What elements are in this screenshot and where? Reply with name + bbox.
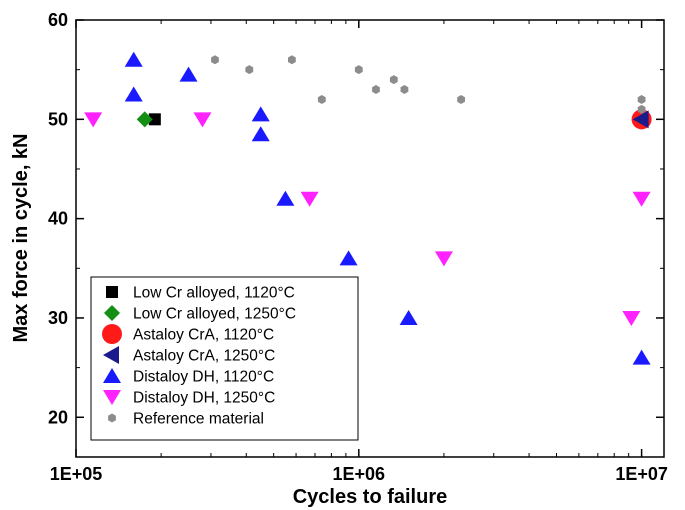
data-point: [457, 94, 465, 104]
data-point: [84, 112, 103, 128]
data-point: [193, 112, 212, 128]
y-tick-label: 50: [48, 109, 68, 129]
data-point: [288, 55, 296, 65]
data-point: [124, 51, 143, 67]
legend-label: Reference material: [133, 411, 264, 428]
legend-marker: [104, 305, 120, 321]
y-tick-label: 20: [48, 407, 68, 427]
x-tick-label: 1E+05: [50, 464, 103, 484]
data-point: [124, 86, 143, 102]
data-point: [245, 65, 254, 75]
data-point: [300, 191, 319, 207]
data-point: [136, 111, 153, 128]
legend-box: [90, 276, 359, 441]
data-point: [434, 251, 453, 267]
data-point: [632, 191, 651, 207]
legend-marker: [102, 324, 122, 344]
legend-marker: [103, 346, 119, 364]
legend-marker: [103, 390, 121, 405]
data-point: [632, 349, 651, 365]
data-point: [637, 104, 646, 114]
y-tick-label: 60: [48, 10, 68, 30]
data-point: [354, 65, 363, 75]
data-point: [276, 190, 295, 206]
data-point: [400, 85, 409, 95]
data-point: [389, 75, 398, 85]
legend-label: Low Cr alloyed, 1250°C: [133, 306, 296, 323]
data-point: [372, 85, 380, 95]
data-point: [179, 66, 198, 82]
data-point: [317, 94, 326, 104]
legend-label: Low Cr alloyed, 1120°C: [133, 285, 295, 302]
legend-label: Distaloy DH, 1250°C: [133, 390, 275, 407]
data-point: [637, 94, 646, 104]
data-point: [399, 309, 418, 325]
legend-marker: [106, 286, 118, 298]
legend-label: Astaloy CrA, 1250°C: [133, 348, 275, 365]
data-point: [632, 110, 649, 129]
x-tick-label: 1E+06: [333, 464, 386, 484]
y-tick-label: 30: [48, 308, 68, 328]
axis-ticks: 1E+05 1E+06 1E+07 20 30 40 50 60: [48, 10, 668, 484]
y-axis-title: Max force in cycle, kN: [10, 134, 32, 343]
legend-marker: [103, 368, 121, 383]
data-points: [84, 51, 652, 365]
data-point: [339, 250, 358, 266]
x-tick-label: 1E+07: [615, 464, 668, 484]
legend: Low Cr alloyed, 1120°C Low Cr alloyed, 12…: [90, 276, 359, 441]
x-axis-title: Cycles to failure: [293, 486, 448, 508]
legend-marker: [108, 413, 116, 423]
data-point: [251, 106, 270, 122]
data-point: [211, 55, 219, 65]
legend-label: Astaloy CrA, 1120°C: [133, 327, 274, 344]
data-point: [148, 113, 161, 126]
y-tick-label: 40: [48, 209, 68, 229]
data-point: [251, 126, 270, 142]
data-point: [622, 310, 641, 326]
legend-label: Distaloy DH, 1120°C: [133, 369, 274, 386]
